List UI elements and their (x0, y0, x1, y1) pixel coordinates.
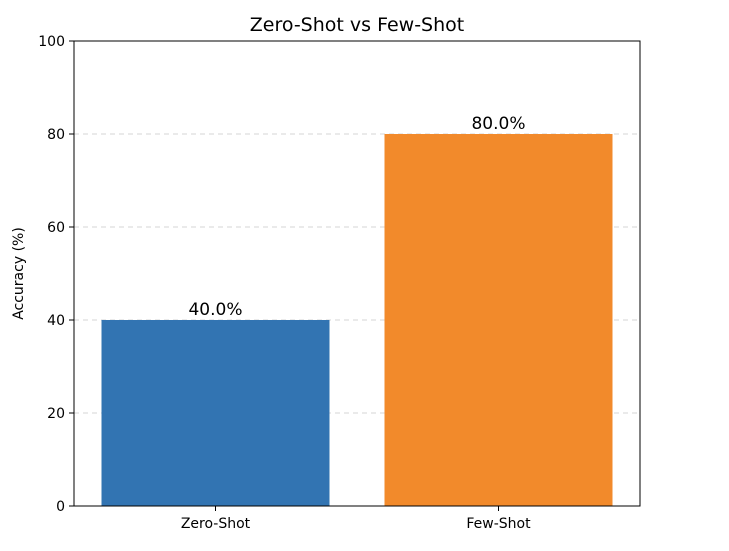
y-tick-label: 0 (56, 499, 65, 515)
y-tick-label: 20 (47, 406, 65, 422)
y-axis-label: Accuracy (%) (11, 227, 27, 320)
data-label: 80.0% (471, 114, 525, 134)
y-tick-label: 100 (38, 34, 65, 50)
data-labels: 40.0% 80.0% (188, 114, 525, 320)
bar-zero-shot (101, 320, 330, 506)
data-label: 40.0% (188, 300, 242, 320)
chart-title: Zero-Shot vs Few-Shot (250, 14, 464, 36)
x-axis: Zero-Shot Few-Shot (181, 506, 531, 532)
x-tick-label: Few-Shot (466, 516, 531, 532)
y-tick-label: 80 (47, 127, 65, 143)
y-tick-label: 60 (47, 220, 65, 236)
bar-few-shot (384, 134, 613, 506)
bars (101, 134, 613, 506)
plot-frame (73, 40, 641, 507)
x-tick-label: Zero-Shot (181, 516, 251, 532)
y-tick-label: 40 (47, 313, 65, 329)
y-axis: 0 20 40 60 80 100 (38, 34, 74, 515)
